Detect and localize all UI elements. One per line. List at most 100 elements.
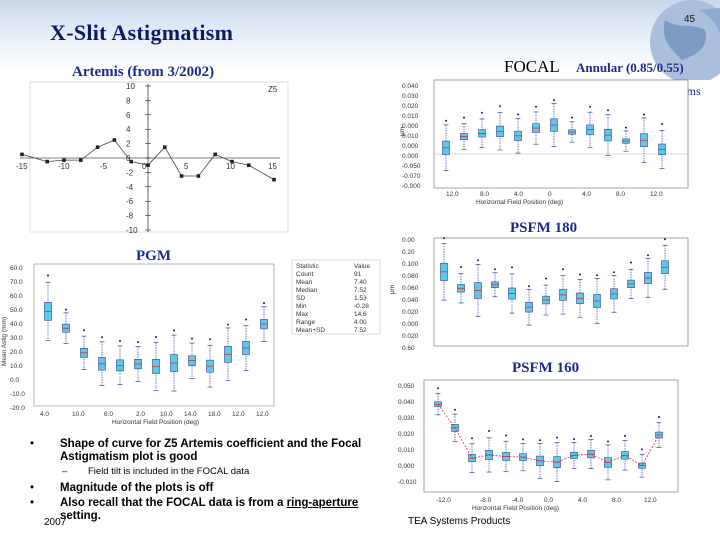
slide-number: 45 bbox=[684, 14, 696, 25]
y-tick-labels: 0.050 0.040 0.030 0.020 0.010 0.000 -0.010 bbox=[398, 383, 417, 486]
y-tick-label: 10 bbox=[126, 82, 135, 91]
outlier bbox=[460, 265, 462, 268]
data-point bbox=[272, 177, 276, 182]
svg-text:0.20: 0.20 bbox=[402, 249, 415, 256]
svg-text:-10.0: -10.0 bbox=[10, 391, 25, 398]
y-tick-labels: 0.00 0.20 0.100 0.080 0.060 0.040 0.020 0.000… bbox=[402, 237, 419, 352]
x-tick-label: 0 bbox=[142, 162, 147, 171]
outlier bbox=[65, 308, 67, 311]
svg-text:-4.0: -4.0 bbox=[512, 497, 524, 504]
y-tick-label: 4 bbox=[126, 125, 131, 134]
plot-frame bbox=[33, 263, 275, 407]
outlier bbox=[209, 338, 211, 341]
outlier bbox=[471, 437, 473, 440]
svg-text:4.0: 4.0 bbox=[40, 411, 49, 418]
bullet-item: • Magnitude of the plots is off bbox=[30, 482, 214, 494]
x-axis-label: Horizontal Field Position (deg) bbox=[112, 419, 199, 426]
outlier bbox=[556, 436, 558, 439]
plot-frame bbox=[433, 79, 689, 189]
outlier bbox=[517, 113, 519, 116]
svg-text:60.0: 60.0 bbox=[10, 265, 23, 272]
focal-title: FOCAL bbox=[504, 57, 560, 76]
outlier bbox=[445, 119, 447, 122]
outlier bbox=[643, 113, 645, 116]
outlier bbox=[119, 339, 121, 342]
svg-text:0.60: 0.60 bbox=[402, 345, 415, 352]
svg-text:0: 0 bbox=[548, 191, 552, 198]
slide-title: X-Slit Astigmatism bbox=[50, 20, 234, 45]
svg-text:40.0: 40.0 bbox=[10, 321, 23, 328]
x-tick-label: -5 bbox=[100, 162, 108, 171]
svg-text:0.010: 0.010 bbox=[398, 447, 415, 454]
svg-text:60.0: 60.0 bbox=[10, 293, 23, 300]
psfm160-label: PSFM 160 bbox=[512, 360, 580, 376]
svg-text:-8.0: -8.0 bbox=[480, 497, 492, 504]
svg-text:0.010: 0.010 bbox=[402, 113, 419, 120]
psfm180-label: PSFM 180 bbox=[510, 220, 578, 236]
plot-frame bbox=[423, 379, 679, 493]
svg-text:50.0: 50.0 bbox=[10, 307, 23, 314]
y-tick-label: -4 bbox=[126, 183, 134, 192]
outlier bbox=[596, 274, 598, 277]
x-tick-labels: 12.0 8.0 4.0 0 4.0 8.0 12.0 bbox=[446, 191, 663, 198]
outlier bbox=[227, 323, 229, 326]
psfm180-chart: 0.00 0.20 0.100 0.080 0.060 0.040 0.020 0.000… bbox=[389, 237, 689, 352]
outlier bbox=[607, 109, 609, 112]
svg-text:Median: Median bbox=[296, 287, 318, 294]
svg-text:Mean+SD: Mean+SD bbox=[296, 327, 325, 334]
x-tick-labels: 4.0 10.0 6.0 2.0 10.0 14.0 18.0 12.0 12.0 bbox=[40, 411, 269, 418]
outlier bbox=[607, 440, 609, 443]
x-tick-label: 10 bbox=[226, 162, 235, 171]
svg-text:0.020: 0.020 bbox=[398, 431, 415, 438]
svg-text:0.100: 0.100 bbox=[402, 261, 419, 268]
svg-text:6.0: 6.0 bbox=[104, 411, 113, 418]
svg-text:7.40: 7.40 bbox=[354, 279, 367, 286]
artemis-label: Artemis (from 3/2002) bbox=[72, 64, 215, 80]
outlier bbox=[137, 340, 139, 343]
svg-text:12.0: 12.0 bbox=[650, 191, 663, 198]
svg-text:14.6: 14.6 bbox=[354, 311, 367, 318]
data-point bbox=[20, 152, 24, 157]
svg-text:10.0: 10.0 bbox=[10, 363, 23, 370]
y-tick-label: 8 bbox=[126, 96, 131, 105]
ring-aperture-link[interactable]: ring-aperture bbox=[286, 497, 359, 509]
series-label: Z5 bbox=[268, 85, 278, 94]
svg-text:10.0: 10.0 bbox=[160, 411, 173, 418]
svg-text:0.050: 0.050 bbox=[398, 383, 415, 390]
svg-text:SD: SD bbox=[296, 295, 305, 302]
x-axis-label: Horizontal Field Position (deg) bbox=[472, 505, 559, 512]
outlier bbox=[613, 271, 615, 274]
pgm-label: PGM bbox=[136, 248, 171, 264]
outlier bbox=[101, 336, 103, 339]
svg-text:Count: Count bbox=[296, 271, 314, 278]
outlier bbox=[625, 126, 627, 129]
outlier bbox=[481, 111, 483, 114]
svg-text:4.0: 4.0 bbox=[582, 191, 591, 198]
outlier bbox=[191, 337, 193, 340]
x-tick-label: 15 bbox=[268, 162, 277, 171]
data-point bbox=[247, 163, 251, 167]
y-tick-label: -2 bbox=[126, 168, 134, 177]
svg-text:0.0: 0.0 bbox=[10, 377, 19, 384]
outlier bbox=[477, 259, 479, 262]
outlier bbox=[454, 408, 456, 411]
svg-text:0.00: 0.00 bbox=[402, 237, 415, 244]
x-axis-label: Horizontal Field Position (deg) bbox=[476, 199, 563, 206]
sub-bullet-item: – Field tilt is included in the FOCAL da… bbox=[62, 466, 250, 477]
data-point bbox=[179, 174, 184, 178]
svg-text:0.010: 0.010 bbox=[402, 133, 419, 140]
y-tick-label: -10 bbox=[126, 226, 138, 235]
svg-text:12.0: 12.0 bbox=[644, 497, 657, 504]
outlier bbox=[647, 254, 649, 257]
data-point bbox=[213, 152, 217, 157]
data-point bbox=[129, 159, 133, 164]
x-tick-label: -10 bbox=[58, 162, 70, 171]
outlier bbox=[499, 105, 501, 108]
svg-text:0.040: 0.040 bbox=[402, 297, 419, 304]
y-tick-labels: 0.040 0.030 0.020 0.010 0.000 0.010 0.000 0.0… bbox=[402, 83, 421, 190]
svg-text:14.0: 14.0 bbox=[184, 411, 197, 418]
outlier bbox=[630, 261, 632, 264]
y-tick-labels: 60.0 70.0 60.0 50.0 40.0 30.0 20.0 10.0 0.0 -1… bbox=[10, 265, 25, 412]
svg-text:0.040: 0.040 bbox=[398, 399, 415, 406]
